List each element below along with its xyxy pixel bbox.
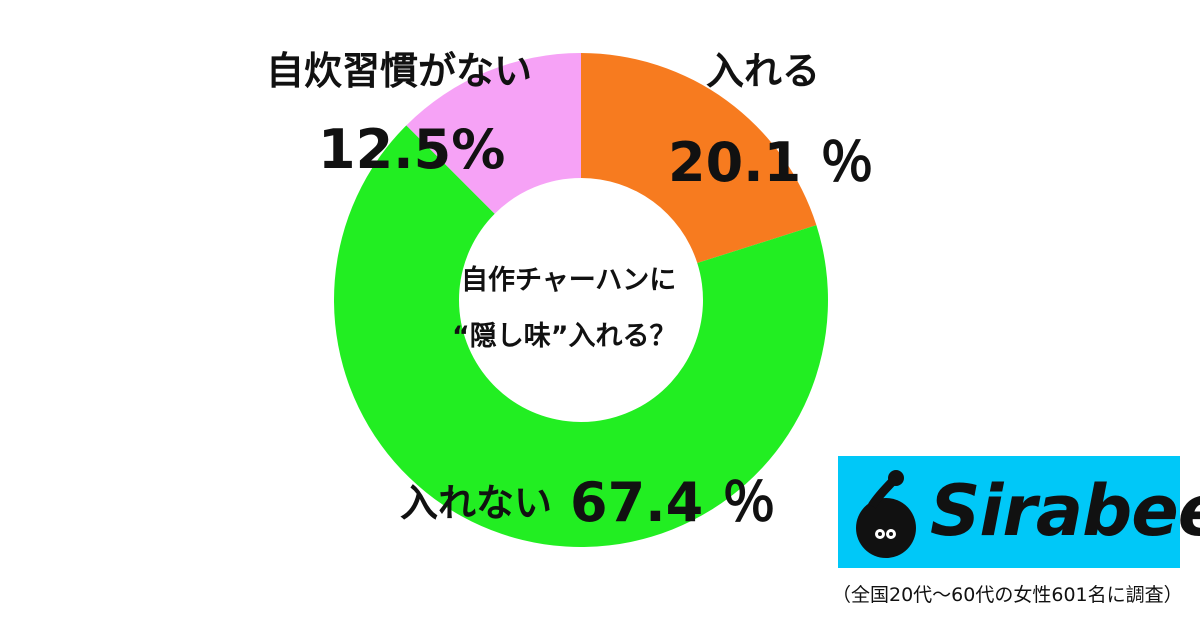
- logo-mascot-icon: [856, 470, 916, 558]
- sirabee-logo: Sirabee: [838, 456, 1200, 568]
- slice-1: [334, 125, 829, 547]
- slice-value-ireru: 20.1 ％: [668, 131, 875, 194]
- slice-2: [406, 53, 581, 214]
- logo-text: Sirabee: [930, 470, 1200, 552]
- slice-label-irenai: 入れない: [400, 481, 553, 525]
- slice-value-irenai: 67.4 ％: [570, 471, 777, 534]
- slice-label-jisui: 自炊習慣がない: [266, 49, 533, 93]
- slice-value-jisui: 12.5%: [318, 118, 506, 181]
- survey-note: （全国20代〜60代の女性601名に調査）: [832, 584, 1183, 606]
- center-title-line1: 自作チャーハンに: [461, 265, 677, 296]
- slice-0: [581, 53, 817, 264]
- slice-label-ireru: 入れる: [706, 49, 821, 93]
- center-title-line2: “隠し味”入れる？: [452, 321, 677, 352]
